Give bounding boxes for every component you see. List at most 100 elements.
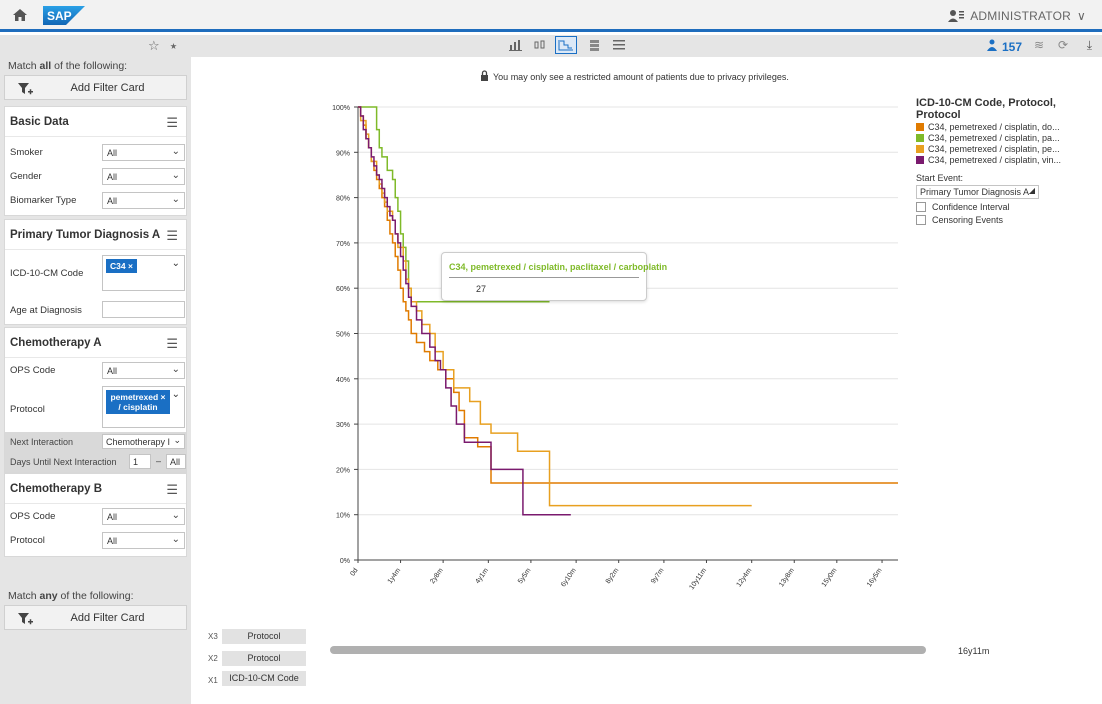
legend-swatch — [916, 155, 924, 164]
smoker-select[interactable]: All ⌄ — [102, 144, 185, 161]
y-tick-label: 30% — [336, 422, 350, 429]
download-icon[interactable]: ⤓ — [1086, 38, 1092, 52]
filter-add-icon — [17, 611, 33, 627]
list-icon[interactable] — [612, 39, 626, 53]
gender-select[interactable]: All ⌄ — [102, 168, 185, 185]
protocol-multiselect[interactable]: pemetrexed × / cisplatin ⌄ — [102, 386, 185, 428]
user-icon — [948, 9, 965, 23]
shell-bar: SAP ADMINISTRATOR ∨ — [0, 0, 1102, 32]
dropdown-icon: ◢ — [1028, 186, 1035, 195]
user-menu[interactable]: ADMINISTRATOR ∨ — [948, 8, 1086, 24]
chevron-down-icon: ⌄ — [171, 534, 180, 545]
legend-label: C34, pemetrexed / cisplatin, pa... — [928, 132, 1060, 143]
x-tick-label: 0d — [349, 567, 359, 577]
legend-swatch — [916, 144, 924, 153]
x-tick-label: 1y4m — [387, 567, 403, 585]
add-filter-card-button[interactable]: Add Filter Card — [4, 605, 187, 630]
icd-token[interactable]: C34 × — [106, 259, 137, 273]
x-tick-label: 9y7m — [650, 567, 666, 585]
ops-label: OPS Code — [10, 365, 56, 376]
days-until-row: Days Until Next Interaction 1 – All — [5, 452, 186, 472]
age-input[interactable] — [102, 301, 185, 318]
km-chart-icon[interactable] — [555, 36, 577, 54]
protocol-label: Protocol — [10, 404, 45, 415]
home-icon[interactable] — [12, 7, 28, 23]
card-menu-icon[interactable]: ☰ — [166, 228, 178, 243]
star-icon[interactable]: ☆ — [148, 38, 160, 53]
user-label: ADMINISTRATOR — [970, 9, 1072, 23]
smoker-label: Smoker — [10, 147, 43, 158]
days-to-input[interactable]: All — [166, 454, 186, 469]
icd-multiselect[interactable]: C34 × ⌄ — [102, 255, 185, 291]
x-tick-label: 6y10m — [560, 567, 578, 588]
layers-icon[interactable]: ≋ — [1033, 38, 1044, 52]
y-tick-label: 0% — [340, 558, 350, 565]
chevron-down-icon: ⌄ — [171, 194, 180, 205]
x1-axis-button[interactable]: ICD-10-CM Code — [222, 671, 306, 686]
x-tick-label: 8y2m — [605, 567, 621, 585]
x1-axis-label: X1 — [208, 676, 218, 685]
timeline-range-slider[interactable] — [330, 646, 926, 654]
card-title: Primary Tumor Diagnosis A — [10, 229, 161, 241]
stacked-icon[interactable] — [588, 39, 602, 53]
match-all-text: Match all of the following: — [8, 60, 128, 72]
days-label: Days Until Next Interaction — [10, 457, 117, 467]
svg-text:SAP: SAP — [47, 9, 72, 23]
chemotherapy-a-card: Chemotherapy A ☰ OPS Code All ⌄ Protocol … — [4, 327, 187, 473]
bar-chart-icon[interactable] — [509, 39, 523, 53]
start-event-select[interactable]: Primary Tumor Diagnosis A ◢ — [916, 185, 1039, 199]
card-header: Basic Data ☰ — [5, 107, 186, 137]
card-menu-icon[interactable]: ☰ — [166, 482, 178, 497]
protocol-select[interactable]: All ⌄ — [102, 532, 185, 549]
sap-logo: SAP — [43, 6, 85, 25]
next-interaction-select[interactable]: Chemotherapy I ⌄ — [102, 434, 185, 449]
card-menu-icon[interactable]: ☰ — [166, 115, 178, 130]
y-tick-label: 90% — [336, 150, 350, 157]
ops-select[interactable]: All ⌄ — [102, 508, 185, 525]
x-tick-label: 2y8m — [429, 567, 445, 585]
card-title: Chemotherapy A — [10, 337, 102, 349]
ops-select[interactable]: All ⌄ — [102, 362, 185, 379]
legend-label: C34, pemetrexed / cisplatin, vin... — [928, 154, 1062, 165]
card-menu-icon[interactable]: ☰ — [166, 336, 178, 351]
legend-item[interactable]: C34, pemetrexed / cisplatin, pe... — [916, 143, 1096, 154]
x-tick-label: 16y5m — [866, 567, 884, 588]
protocol-label: Protocol — [10, 535, 45, 546]
refresh-icon[interactable]: ⟳ — [1057, 38, 1068, 52]
chart-toolbar: 157 ≋ ⟳ ⤓ — [191, 35, 1102, 57]
boxplot-icon[interactable] — [533, 39, 547, 53]
confidence-interval-checkbox[interactable]: Confidence Interval — [916, 202, 1096, 212]
days-from-input[interactable]: 1 — [129, 454, 151, 469]
legend-swatch — [916, 133, 924, 142]
x-tick-label: 5y5m — [517, 567, 533, 585]
bookmark-list-icon[interactable]: ⭑ — [170, 38, 178, 53]
series-line — [358, 106, 550, 303]
patient-count[interactable]: 157 — [986, 39, 1022, 54]
protocol-token[interactable]: pemetrexed × / cisplatin — [106, 390, 170, 414]
censoring-events-checkbox[interactable]: Censoring Events — [916, 215, 1096, 225]
legend-item[interactable]: C34, pemetrexed / cisplatin, do... — [916, 121, 1096, 132]
chevron-down-icon: ⌄ — [171, 510, 180, 521]
icd-label: ICD-10-CM Code — [10, 268, 84, 279]
y-tick-label: 10% — [336, 513, 350, 520]
basic-data-card: Basic Data ☰ Smoker All ⌄ Gender All ⌄ Bio… — [4, 106, 187, 216]
survival-chart: 0% 10% 20% 30% 40% 50% 60% 70% 80% 90% 100% 0d 1y4m 2… — [332, 105, 898, 591]
legend-item[interactable]: C34, pemetrexed / cisplatin, vin... — [916, 154, 1096, 165]
x-tick-label: 15y0m — [821, 567, 839, 588]
x2-axis-label: X2 — [208, 654, 218, 663]
biomarker-select[interactable]: All ⌄ — [102, 192, 185, 209]
filter-add-icon — [17, 81, 33, 97]
y-tick-label: 50% — [336, 332, 350, 339]
range-label: 16y11m — [958, 646, 990, 656]
age-label: Age at Diagnosis — [10, 305, 82, 316]
add-filter-card-button[interactable]: Add Filter Card — [4, 75, 187, 100]
x3-axis-button[interactable]: Protocol — [222, 629, 306, 644]
card-header: Primary Tumor Diagnosis A ☰ — [5, 220, 186, 250]
tooltip-value: 27 — [476, 284, 487, 294]
chevron-down-icon: ⌄ — [171, 389, 180, 400]
card-title: Basic Data — [10, 116, 69, 128]
series-line — [358, 106, 571, 516]
chart-tooltip: C34, pemetrexed / cisplatin, paclitaxel … — [441, 252, 667, 301]
legend-item[interactable]: C34, pemetrexed / cisplatin, pa... — [916, 132, 1096, 143]
x2-axis-button[interactable]: Protocol — [222, 651, 306, 666]
